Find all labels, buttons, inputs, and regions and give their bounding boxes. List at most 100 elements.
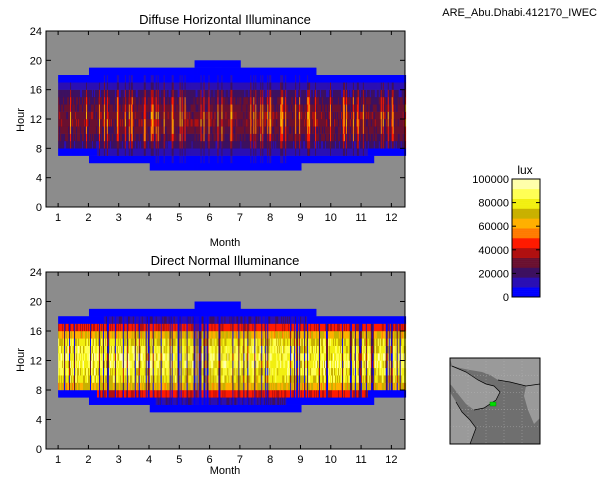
heat-cell — [241, 111, 243, 120]
heat-cell — [235, 97, 237, 105]
heat-cell — [165, 111, 168, 120]
heat-cell — [234, 82, 236, 90]
heat-cell — [169, 67, 172, 76]
heat-cell — [145, 67, 148, 76]
heat-cell — [239, 89, 241, 98]
heat-cell — [62, 75, 64, 83]
heat-cell — [101, 104, 104, 112]
day-column — [179, 67, 182, 171]
heat-cell — [139, 141, 142, 149]
heat-cell — [197, 133, 199, 142]
heat-cell — [134, 119, 137, 127]
heat-cell — [246, 119, 248, 127]
heat-cell — [250, 104, 252, 112]
heat-cell — [137, 111, 140, 120]
heat-cell — [223, 126, 225, 134]
heat-cell — [228, 89, 230, 98]
heat-cell — [254, 133, 256, 142]
heat-cell — [237, 119, 239, 127]
day-column — [128, 67, 131, 164]
heat-cell — [207, 133, 209, 142]
heat-cell — [131, 133, 134, 142]
heat-cell — [229, 163, 231, 171]
heat-cell — [234, 67, 236, 76]
heat-cell — [115, 104, 118, 112]
heat-cell — [141, 126, 144, 134]
heat-cell — [223, 148, 225, 156]
heat-cell — [92, 75, 95, 83]
heat-cell — [245, 148, 247, 156]
heat-cell — [115, 119, 118, 127]
day-column — [65, 75, 67, 156]
heat-cell — [73, 141, 75, 149]
heat-cell — [181, 75, 184, 83]
heat-cell — [228, 141, 230, 149]
heat-cell — [186, 75, 188, 83]
heat-cell — [188, 119, 190, 127]
heat-cell — [200, 89, 202, 98]
heat-cell — [140, 67, 143, 76]
heat-cell — [249, 119, 251, 127]
heat-cell — [137, 148, 140, 156]
day-column — [146, 67, 149, 164]
heat-cell — [164, 111, 167, 120]
heat-cell — [261, 67, 263, 76]
heat-cell — [176, 75, 179, 83]
heat-cell — [134, 155, 137, 164]
heat-cell — [104, 119, 107, 127]
heat-cell — [154, 141, 157, 149]
heat-cell — [82, 148, 84, 156]
day-column — [205, 60, 207, 171]
heat-cell — [88, 126, 91, 134]
heat-cell — [105, 155, 108, 164]
heat-cell — [59, 141, 61, 149]
heat-cell — [69, 82, 71, 90]
heat-cell — [86, 82, 88, 90]
heat-cell — [214, 67, 216, 76]
x-tick-label: 12 — [385, 212, 397, 224]
heat-cell — [219, 141, 221, 149]
day-column — [238, 60, 240, 171]
heat-cell — [151, 141, 154, 149]
heat-cell — [232, 82, 234, 90]
heat-cell — [136, 155, 139, 164]
heat-cell — [67, 104, 69, 112]
heat-cell — [238, 89, 240, 98]
heat-cell — [261, 119, 263, 127]
heat-cell — [155, 163, 158, 171]
heat-cell — [94, 111, 97, 120]
heat-cell — [214, 111, 216, 120]
heat-cell — [97, 97, 100, 105]
heat-cell — [104, 75, 107, 83]
heat-cell — [111, 75, 114, 83]
heat-cell — [143, 119, 146, 127]
heat-cell — [72, 104, 74, 112]
heat-cell — [106, 155, 109, 164]
heat-cell — [235, 155, 237, 164]
heat-cell — [101, 126, 104, 134]
heat-cell — [222, 89, 224, 98]
heat-cell — [139, 75, 142, 83]
heat-cell — [158, 82, 161, 90]
heat-cell — [90, 104, 93, 112]
heat-cell — [59, 82, 61, 90]
heat-cell — [222, 60, 224, 68]
heat-cell — [61, 119, 63, 127]
heat-cell — [98, 89, 101, 98]
heat-cell — [228, 104, 230, 112]
heat-cell — [146, 89, 149, 98]
day-column — [221, 60, 223, 171]
heat-cell — [171, 82, 174, 90]
heat-cell — [107, 75, 110, 83]
heat-cell — [134, 75, 137, 83]
heat-cell — [115, 67, 118, 76]
heat-cell — [147, 141, 150, 149]
heat-cell — [207, 89, 209, 98]
heat-cell — [264, 133, 266, 142]
heat-cell — [157, 82, 160, 90]
heat-cell — [116, 155, 119, 164]
heat-cell — [128, 126, 131, 134]
heat-cell — [164, 126, 167, 134]
heat-cell — [153, 67, 156, 76]
heat-cell — [73, 148, 75, 156]
